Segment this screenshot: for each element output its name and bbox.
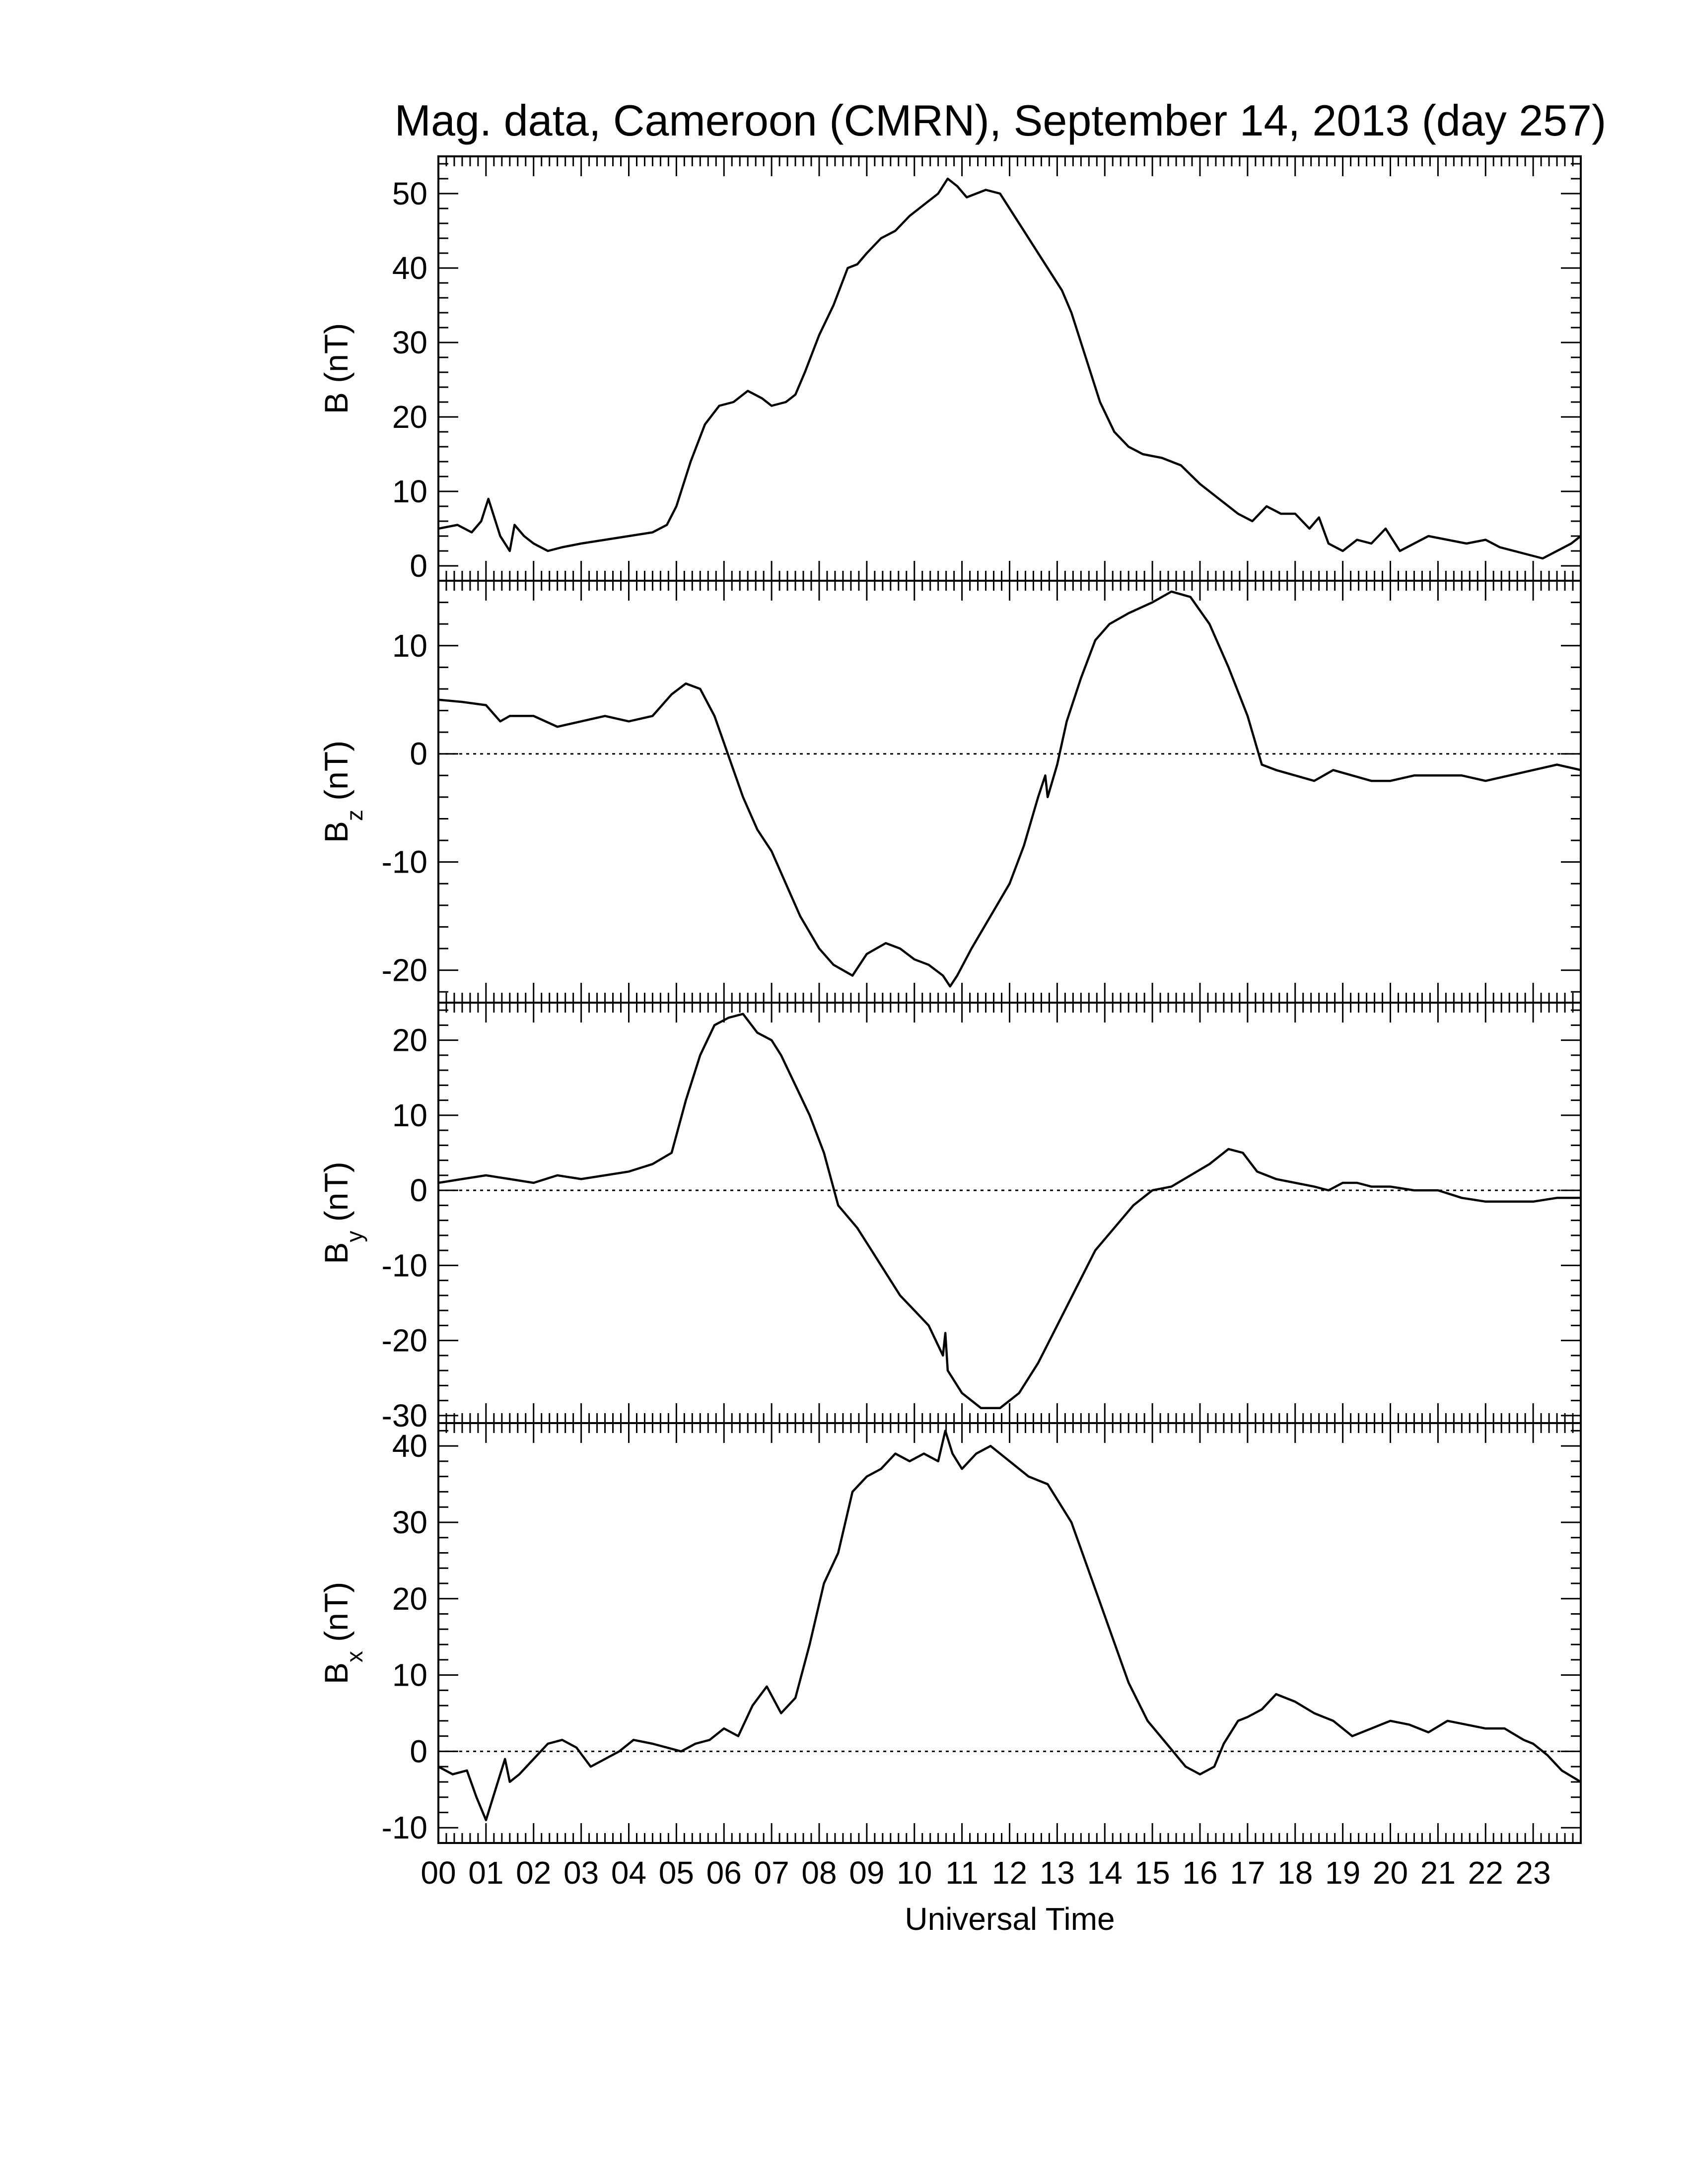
x-tick-label: 02 bbox=[516, 1855, 551, 1891]
x-tick-label: 01 bbox=[468, 1855, 503, 1891]
panel-frame bbox=[437, 1422, 1582, 1844]
series-line-By bbox=[438, 1013, 1581, 1410]
y-label-main: B bbox=[318, 1242, 354, 1264]
x-axis-label: Universal Time bbox=[905, 1901, 1115, 1937]
y-tick-label: 40 bbox=[392, 1428, 427, 1464]
series-line-B bbox=[438, 177, 1582, 560]
x-tick-label: 07 bbox=[754, 1855, 789, 1891]
x-tick-label: 22 bbox=[1468, 1855, 1503, 1891]
panel-frame bbox=[437, 1002, 1582, 1424]
y-label-subscript: z bbox=[342, 810, 367, 821]
x-tick-labels: 00 01 02 03 04 05 06 07 08 09 10 11 12 13 14 15 16 17 18 19… bbox=[421, 1855, 1550, 1891]
y-axis-label-Bz: Bz (nT) bbox=[318, 741, 367, 843]
y-tick-label: 0 bbox=[410, 1733, 427, 1769]
y-tick-label: 50 bbox=[392, 176, 427, 211]
x-tick-label: 00 bbox=[421, 1855, 456, 1891]
x-tick-label: 13 bbox=[1040, 1855, 1075, 1891]
series-line-Bz bbox=[438, 590, 1581, 988]
x-tick-label: 18 bbox=[1277, 1855, 1313, 1891]
panel-Bx: -10 0 10 20 30 40 Bx (nT) bbox=[318, 1422, 1582, 1845]
y-axis-label-By: By (nT) bbox=[318, 1161, 367, 1264]
y-tick-label: -20 bbox=[382, 953, 428, 988]
y-tick-label: 20 bbox=[392, 1581, 427, 1617]
y-tick-label: 0 bbox=[410, 736, 427, 772]
x-tick-label: 21 bbox=[1420, 1855, 1456, 1891]
y-tick-label: -10 bbox=[382, 844, 428, 880]
y-tick-label: -20 bbox=[382, 1323, 428, 1359]
x-tick-label: 15 bbox=[1135, 1855, 1170, 1891]
y-tick-label: 30 bbox=[392, 325, 427, 360]
panel-frame bbox=[437, 155, 1582, 582]
panel-By: -30 -20 -10 0 10 20 By (nT) bbox=[318, 1002, 1582, 1433]
y-tick-label: 10 bbox=[392, 628, 427, 664]
x-tick-label: 19 bbox=[1325, 1855, 1360, 1891]
panel-frame bbox=[437, 580, 1582, 1004]
panel-B: 0 10 20 30 40 50 B (nT) bbox=[318, 155, 1582, 584]
y-tick-label: 30 bbox=[392, 1504, 427, 1540]
y-tick-label: 0 bbox=[410, 1172, 427, 1208]
x-tick-label: 03 bbox=[563, 1855, 599, 1891]
x-tick-label: 04 bbox=[611, 1855, 646, 1891]
y-label-unit: (nT) bbox=[318, 1161, 354, 1230]
y-tick-label: 10 bbox=[392, 474, 427, 509]
panel-Bz: -20 -10 0 10 Bz (nT) bbox=[318, 580, 1582, 1004]
y-label-unit: (nT) bbox=[318, 1582, 354, 1651]
series-line-Bx bbox=[437, 1430, 1582, 1822]
x-tick-label: 23 bbox=[1516, 1855, 1551, 1891]
y-tick-label: -10 bbox=[382, 1247, 428, 1283]
x-tick-label: 10 bbox=[897, 1855, 932, 1891]
x-tick-label: 05 bbox=[659, 1855, 694, 1891]
x-tick-label: 16 bbox=[1182, 1855, 1217, 1891]
y-label-main: B bbox=[318, 821, 354, 843]
y-axis-label-Bx: Bx (nT) bbox=[318, 1582, 367, 1684]
y-label-main: B bbox=[318, 392, 354, 414]
y-label-main: B bbox=[318, 1662, 354, 1684]
y-tick-label: 10 bbox=[392, 1657, 427, 1693]
y-tick-label: 20 bbox=[392, 399, 427, 435]
y-label-unit: (nT) bbox=[318, 741, 354, 810]
y-tick-label: 20 bbox=[392, 1023, 427, 1058]
chart-title: Mag. data, Cameroon (CMRN), September 14… bbox=[395, 96, 1607, 145]
y-tick-label: -30 bbox=[382, 1398, 428, 1433]
y-axis-label-B: B (nT) bbox=[318, 323, 354, 414]
y-tick-label: -10 bbox=[382, 1810, 428, 1845]
y-tick-label: 40 bbox=[392, 250, 427, 286]
y-label-unit: (nT) bbox=[318, 323, 354, 392]
x-tick-label: 20 bbox=[1373, 1855, 1408, 1891]
y-label-subscript: x bbox=[342, 1651, 367, 1662]
x-tick-label: 12 bbox=[992, 1855, 1027, 1891]
x-tick-label: 09 bbox=[849, 1855, 884, 1891]
y-label-subscript: y bbox=[342, 1231, 367, 1242]
x-tick-label: 14 bbox=[1087, 1855, 1123, 1891]
y-tick-label: 0 bbox=[410, 548, 427, 584]
x-tick-label: 06 bbox=[706, 1855, 742, 1891]
y-tick-label: 10 bbox=[392, 1097, 427, 1133]
x-tick-label: 11 bbox=[945, 1855, 978, 1891]
x-tick-label: 08 bbox=[801, 1855, 837, 1891]
x-tick-label: 17 bbox=[1230, 1855, 1265, 1891]
